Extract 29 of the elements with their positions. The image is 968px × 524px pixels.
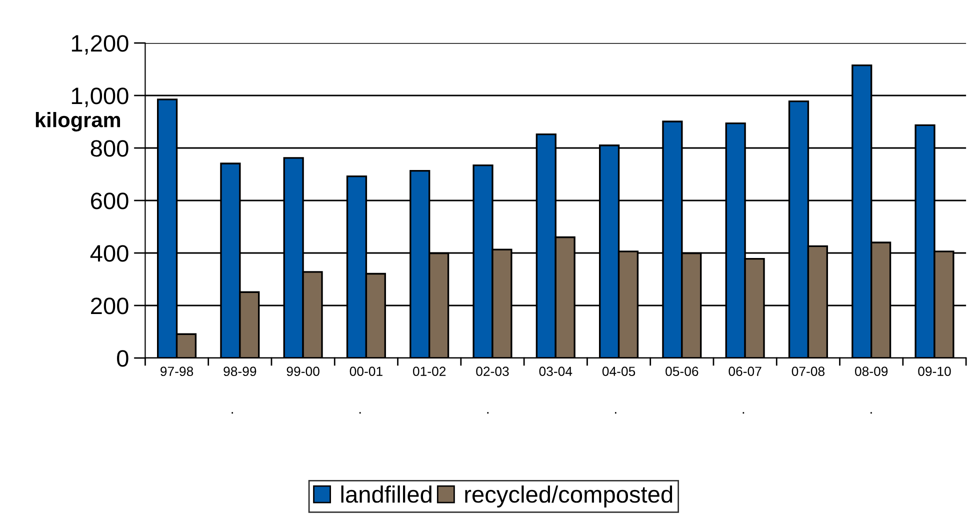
y-tick-label: 400 — [90, 245, 128, 262]
x-tick-label: 08-09 — [854, 366, 888, 376]
y-axis-title: kilogram — [36, 112, 120, 132]
x-tick-label: 06-07 — [728, 366, 762, 376]
y-tick-label: 600 — [91, 192, 128, 210]
y-tick-label: 1,000 — [72, 88, 128, 108]
x-tick-label: 05-06 — [666, 366, 698, 376]
x-tick-label: 97-98 — [160, 366, 194, 376]
x-tick-label: 09-10 — [918, 366, 951, 376]
text: . — [359, 412, 361, 414]
y-tick-label: 800 — [90, 140, 128, 157]
x-tick-label: 02-03 — [476, 366, 509, 376]
x-tick-label: 01-02 — [412, 366, 446, 376]
text: . — [742, 412, 744, 414]
x-tick-label: 04-05 — [602, 366, 636, 376]
x-tick-label: 07-08 — [792, 366, 825, 376]
x-tick-label: 00-01 — [350, 366, 382, 376]
text: . — [870, 412, 872, 414]
y-tick-label: 0 — [117, 350, 128, 367]
legend-label: landfilled — [341, 485, 432, 503]
x-tick-label: 99-00 — [286, 366, 320, 376]
x-tick-label: 03-04 — [539, 366, 572, 376]
x-tick-label: 98-99 — [224, 366, 256, 376]
text: . — [232, 412, 233, 414]
text: . — [614, 412, 616, 414]
y-tick-label: 200 — [91, 298, 128, 314]
legend-label: recycled/composted — [465, 485, 672, 508]
text: . — [487, 412, 489, 414]
y-tick-label: 1,200 — [72, 35, 128, 55]
